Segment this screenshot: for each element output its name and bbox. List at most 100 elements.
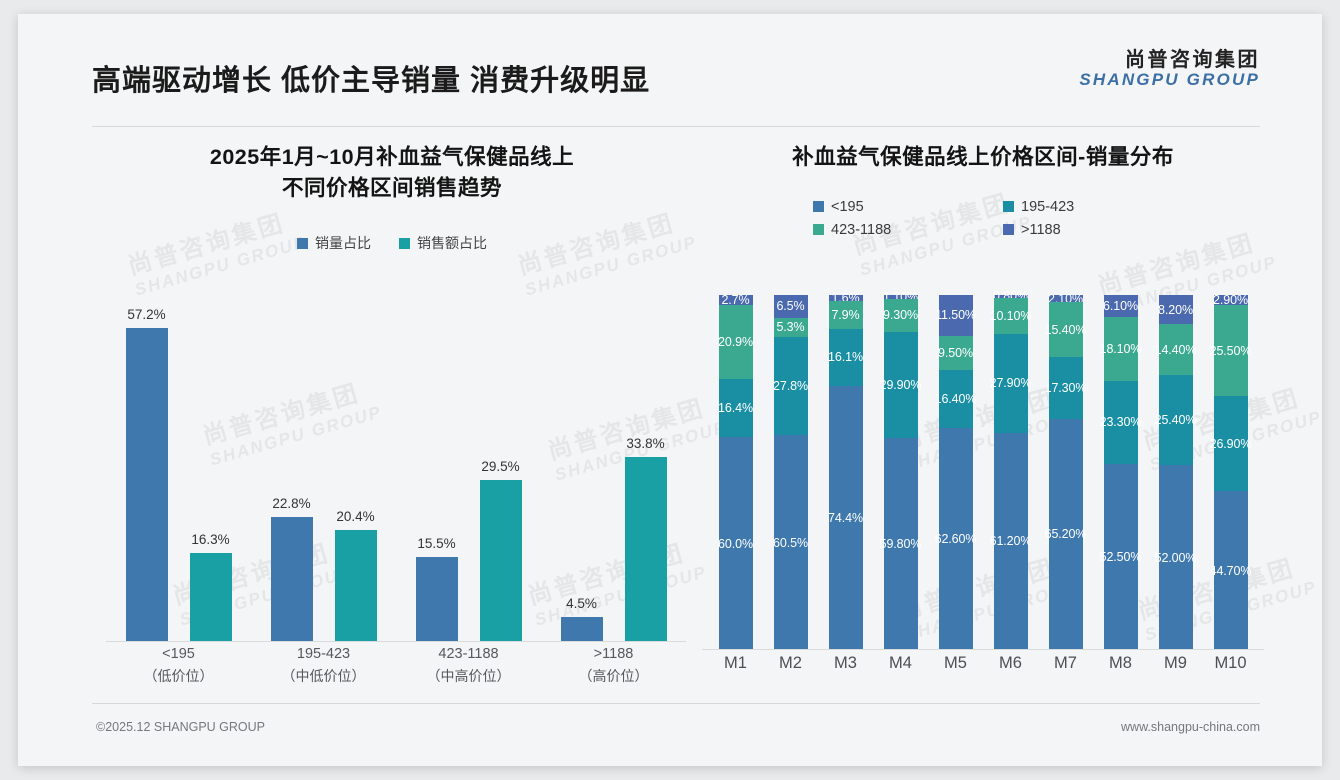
stacked-bar[interactable]: 1.6% 7.9% 16.1% 74.4% (828, 291, 863, 650)
bar-group: 4.5% 33.8% (541, 302, 686, 642)
x-axis-labels-sales-trend: <195 （低价位） 195-423 （中低价位） 423-1188 （中高价位） >118… (106, 644, 686, 696)
stack-segment-<195[interactable]: 62.60% (935, 427, 976, 650)
stack-segment-label: 2.10% (1048, 291, 1083, 306)
plot-area-volume-distribution: 2.7% 20.9% 16.4% 60.0% 6.5% 5.3% 27.8% 60.5% 1.6… (702, 289, 1264, 702)
slide-canvas: 高端驱动增长 低价主导销量 消费升级明显 尚普咨询集团 SHANGPU GROU… (18, 14, 1322, 766)
stack-segment-label: 16.40% (934, 391, 977, 406)
stack-segment-423-1188[interactable]: 25.50% (1210, 305, 1251, 396)
stack-segment-195-423[interactable]: 16.40% (935, 369, 976, 428)
stack-segment-label: 15.40% (1044, 322, 1087, 337)
stack-segment-<195[interactable]: 65.20% (1045, 418, 1086, 650)
legend-label: <195 (831, 198, 864, 215)
stack-segment-<195[interactable]: 52.50% (1100, 463, 1141, 650)
bar-销售额占比->1188[interactable]: 33.8% (624, 302, 667, 642)
stack-segment-423-1188[interactable]: 9.50% (938, 335, 973, 370)
stacked-bar[interactable]: 6.10% 18.10% 23.30% 52.50% (1100, 292, 1141, 650)
stack-segment-423-1188[interactable]: 9.30% (883, 298, 918, 332)
stack-segment-195-423[interactable]: 29.90% (880, 331, 921, 438)
bar-rect[interactable] (270, 516, 313, 642)
stack-segment-195-423[interactable]: 17.30% (1045, 357, 1086, 419)
stacked-bar[interactable]: 6.5% 5.3% 27.8% 60.5% (773, 292, 808, 650)
stack-segment-label: 62.60% (934, 531, 977, 546)
bar-rect[interactable] (560, 617, 603, 642)
tick-sub: （中低价位） (281, 667, 366, 684)
legend-item-0[interactable]: 销量占比 (297, 233, 371, 253)
legend-item-1[interactable]: 销售额占比 (399, 233, 487, 253)
stack-segment-<195[interactable]: 44.70% (1210, 491, 1251, 650)
stack-segment-195-423[interactable]: 27.90% (990, 333, 1031, 433)
stack-segment-<195[interactable]: 59.80% (880, 437, 921, 650)
stacked-bar[interactable]: 2.10% 15.40% 17.30% 65.20% (1045, 292, 1086, 650)
tick-main: 195-423 (296, 646, 351, 662)
bar-value-label: 16.3% (191, 531, 230, 547)
stack-segment-195-423[interactable]: 16.1% (828, 328, 863, 386)
stack-segment-<195[interactable]: 74.4% (828, 385, 863, 650)
stack-segment-label: 59.80% (879, 536, 922, 551)
bar-销量占比-423-1188[interactable]: 15.5% (415, 302, 458, 642)
stack-segment-<195[interactable]: 60.0% (718, 437, 753, 650)
bar-销售额占比-423-1188[interactable]: 29.5% (479, 302, 522, 642)
stack-segment-423-1188[interactable]: 15.40% (1045, 302, 1086, 358)
legend-label: 销量占比 (315, 235, 371, 252)
stack-segment-423-1188[interactable]: 18.10% (1100, 316, 1141, 381)
stack-segment-423-1188[interactable]: 10.10% (990, 297, 1031, 334)
stack-segment-195-423[interactable]: 26.90% (1210, 395, 1251, 492)
stack-segment-label: 6.10% (1103, 298, 1138, 313)
bar-销量占比-<195[interactable]: 57.2% (125, 302, 168, 642)
legend-item-0[interactable]: <195 (813, 199, 963, 215)
bar-销售额占比-<195[interactable]: 16.3% (189, 302, 232, 642)
bar-rect[interactable] (334, 530, 377, 642)
stack-segment-423-1188[interactable]: 5.3% (773, 317, 808, 337)
stack-segment-label: 25.40% (1154, 413, 1197, 428)
stacked-bar-column-M10: 2.90% 25.50% 26.90% 44.70% (1203, 292, 1258, 650)
stack-segment-label: 17.30% (1044, 380, 1087, 395)
bar-rect[interactable] (189, 552, 232, 642)
tick-main: <195 (162, 646, 195, 662)
bar-销售额占比-195-423[interactable]: 20.4% (334, 302, 377, 642)
tick-sub: （中高价位） (426, 667, 511, 684)
legend-label: 销售额占比 (417, 235, 487, 252)
legend-item-2[interactable]: 423-1188 (813, 222, 963, 238)
stacked-bar[interactable]: 8.20% 14.40% 25.40% 52.00% (1155, 292, 1196, 650)
stack-segment-423-1188[interactable]: 20.9% (718, 304, 753, 379)
stack-segment-195-423[interactable]: 27.8% (773, 336, 808, 436)
stack-segment->1188[interactable]: 2.10% (1048, 292, 1083, 306)
bar-rect[interactable] (125, 328, 168, 642)
stack-segment-195-423[interactable]: 23.30% (1100, 380, 1141, 464)
bar-rect[interactable] (415, 557, 458, 642)
bar-销量占比->1188[interactable]: 4.5% (560, 302, 603, 642)
stack-segment-<195[interactable]: 60.5% (773, 435, 808, 650)
stack-segment->1188[interactable]: 11.50% (935, 295, 976, 336)
x-axis-tick-M3: M3 (834, 654, 857, 672)
stack-segment-195-423[interactable]: 16.4% (718, 378, 753, 437)
stack-segment->1188[interactable]: 8.20% (1158, 295, 1193, 325)
bar-rect[interactable] (624, 456, 667, 642)
stacked-bar[interactable]: 1.10% 9.30% 29.90% 59.80% (880, 290, 921, 650)
bar-value-label: 20.4% (336, 509, 375, 525)
bar-rect[interactable] (479, 480, 522, 642)
stack-segment-423-1188[interactable]: 7.9% (828, 300, 863, 329)
x-axis-tick-M1: M1 (724, 654, 747, 672)
stack-segment->1188[interactable]: 6.10% (1103, 295, 1138, 317)
stacked-bar[interactable]: 0.80% 10.10% 27.90% 61.20% (990, 289, 1031, 650)
legend-item-1[interactable]: 195-423 (1003, 199, 1153, 215)
stack-segment->1188[interactable]: 6.5% (773, 294, 808, 318)
stack-segment->1188[interactable]: 2.7% (718, 293, 753, 307)
stack-segment-<195[interactable]: 52.00% (1155, 465, 1196, 650)
stacked-bar[interactable]: 2.7% 20.9% 16.4% 60.0% (718, 292, 753, 650)
stacked-bar-column-M4: 1.10% 9.30% 29.90% 59.80% (873, 290, 928, 650)
stacked-bar[interactable]: 2.90% 25.50% 26.90% 44.70% (1210, 292, 1251, 650)
stack-segment-423-1188[interactable]: 14.40% (1155, 324, 1196, 376)
stack-segment-195-423[interactable]: 25.40% (1155, 375, 1196, 466)
chart-title-volume-distribution: 补血益气保健品线上价格区间-销量分布 (792, 145, 1174, 169)
stack-segment-label: 25.50% (1209, 343, 1252, 358)
bar-销量占比-195-423[interactable]: 22.8% (270, 302, 313, 642)
bar-value-label: 33.8% (626, 435, 665, 451)
stacked-bar[interactable]: 11.50% 9.50% 16.40% 62.60% (935, 292, 976, 650)
stack-segment-label: 7.9% (831, 307, 860, 322)
legend-item-3[interactable]: >1188 (1003, 222, 1153, 238)
stack-segment-<195[interactable]: 61.20% (990, 432, 1031, 650)
stack-segment->1188[interactable]: 2.90% (1213, 293, 1248, 307)
legend-swatch-icon (813, 201, 824, 213)
bar-value-label: 22.8% (272, 495, 311, 511)
